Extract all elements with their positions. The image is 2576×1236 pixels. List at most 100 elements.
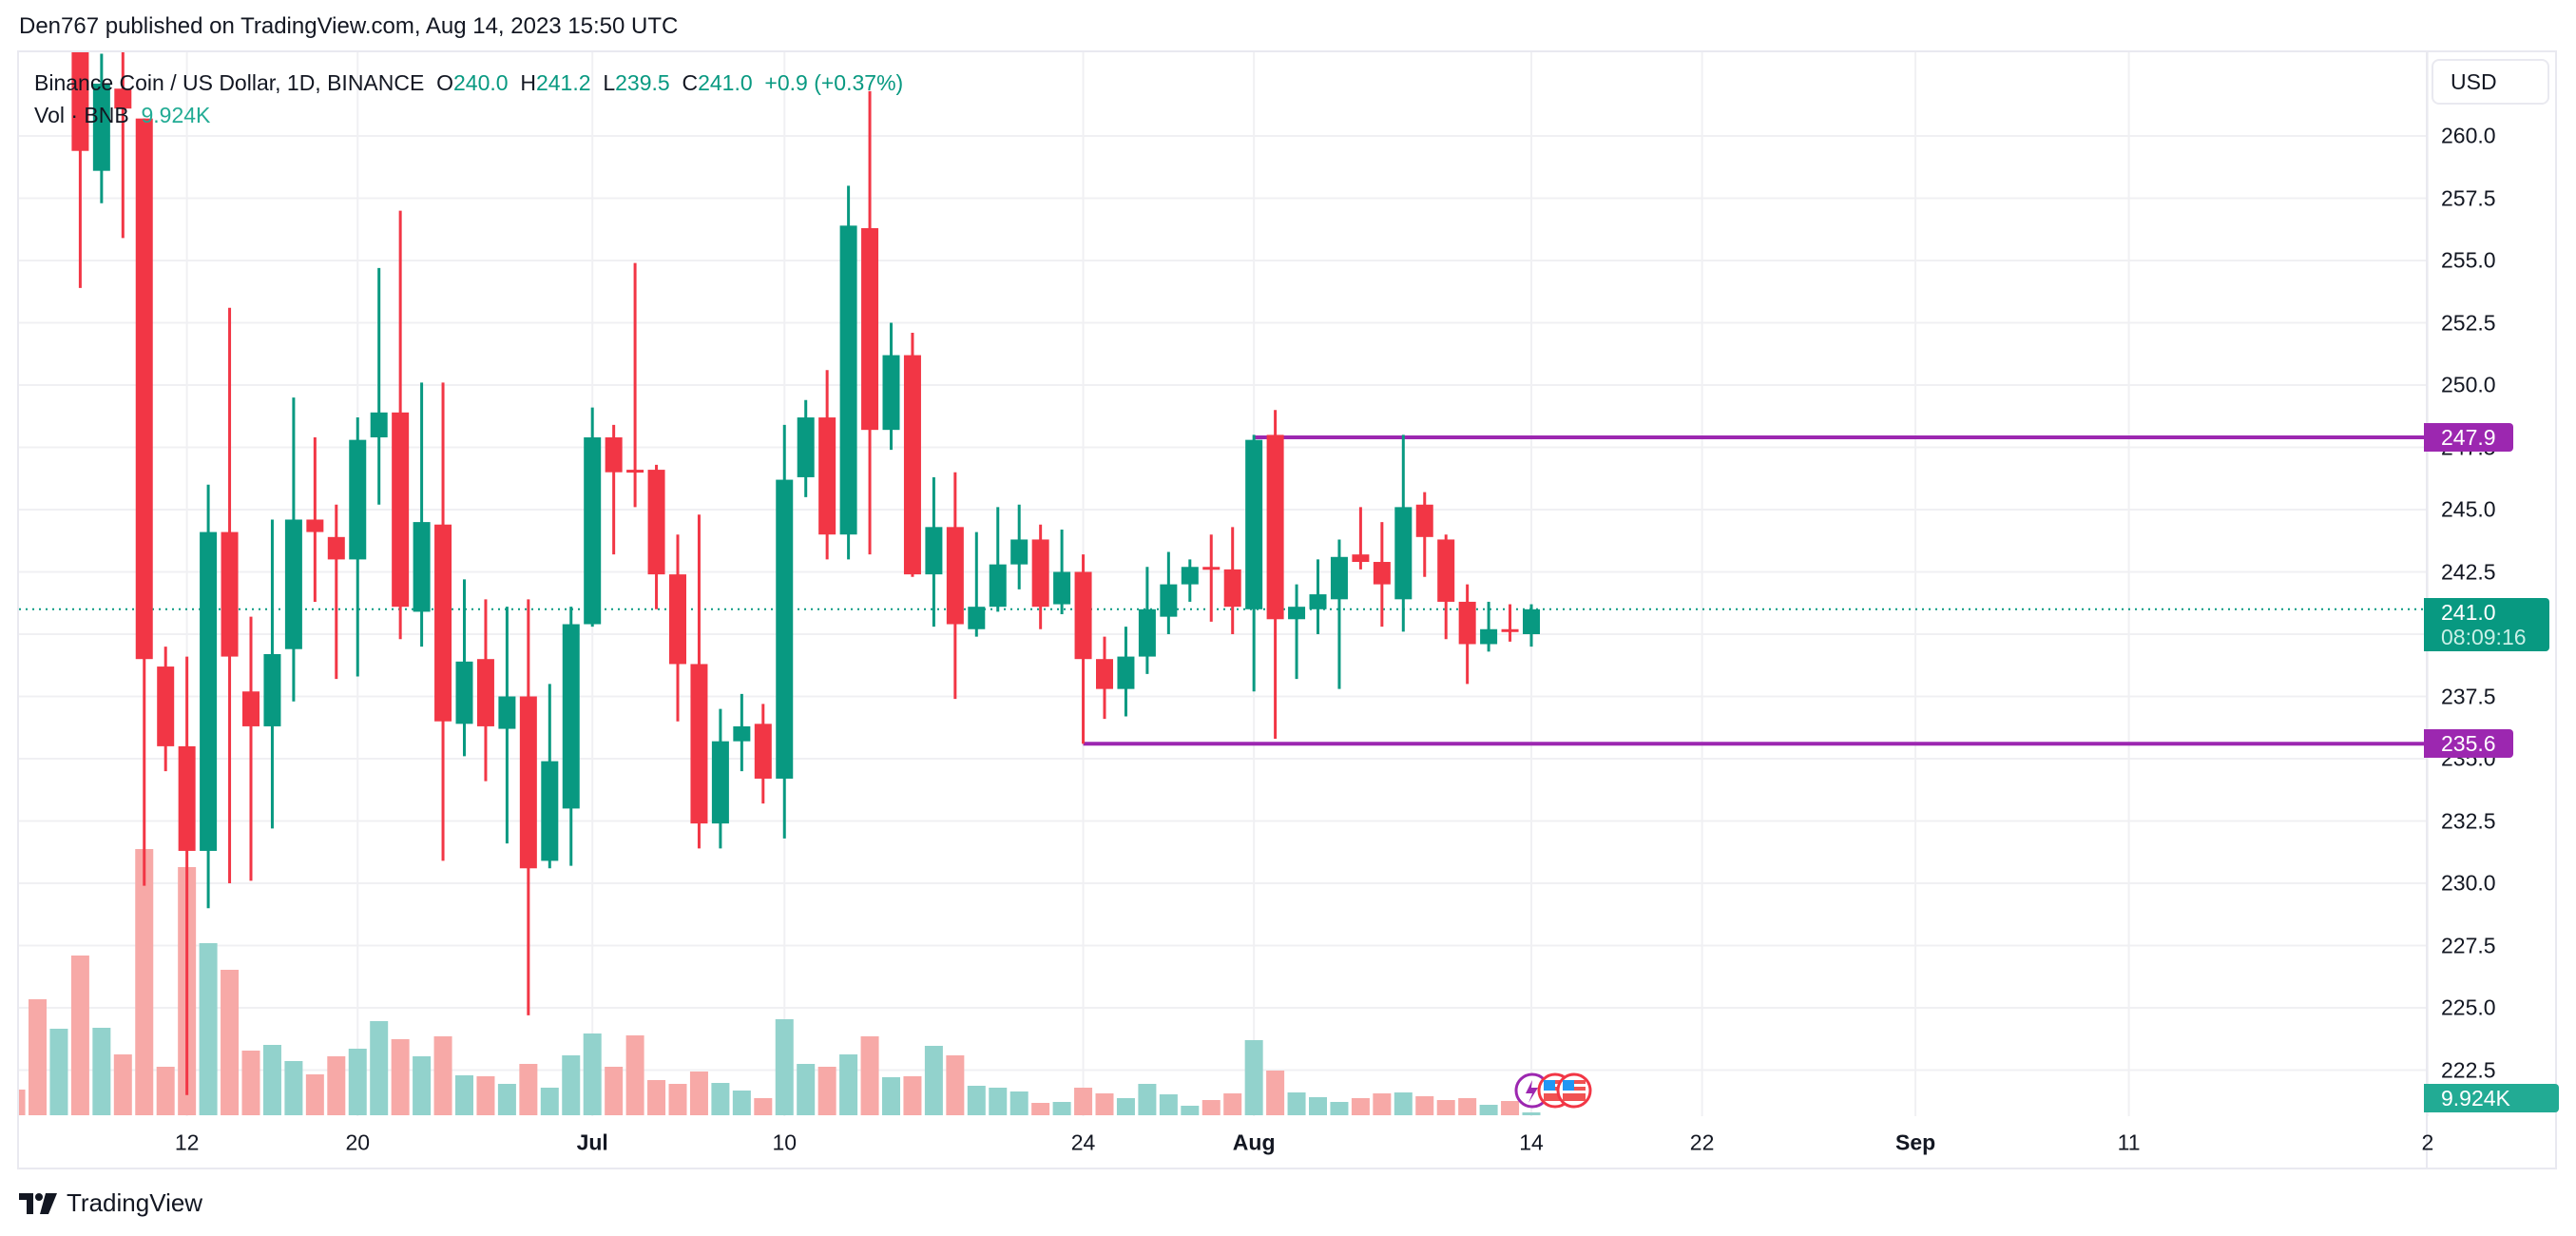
volume-bar: [1159, 1094, 1178, 1115]
volume-bar: [284, 1061, 303, 1115]
change-value: +0.9 (+0.37%): [764, 70, 904, 95]
volume-bar: [1479, 1105, 1498, 1115]
candle: [1437, 534, 1455, 640]
volume-bar: [1031, 1103, 1050, 1115]
time-tick: Sep: [1895, 1130, 1936, 1155]
candle: [114, 52, 132, 239]
candle: [135, 118, 153, 886]
volume-bar: [754, 1098, 773, 1115]
volume-bar: [70, 956, 89, 1115]
volume-bar: [903, 1076, 922, 1115]
candle: [1245, 435, 1263, 692]
candle: [1053, 529, 1071, 615]
grid-lines: [19, 52, 2429, 1168]
candle: [455, 579, 473, 757]
time-tick: Aug: [1232, 1130, 1276, 1155]
volume-bar: [1351, 1098, 1370, 1115]
candle: [776, 424, 794, 839]
tradingview-logo[interactable]: TradingView: [19, 1188, 202, 1218]
volume-bar: [262, 1045, 281, 1115]
volume-bar: [732, 1091, 751, 1115]
open-label: O: [436, 70, 453, 95]
volume-bar: [839, 1054, 858, 1115]
candle: [349, 417, 367, 677]
time-tick: 12: [174, 1130, 200, 1155]
volume-label[interactable]: Vol · BNB: [34, 103, 129, 127]
event-markers[interactable]: [1514, 1072, 1592, 1109]
price-tick: 250.0: [2441, 372, 2496, 397]
candle: [1288, 584, 1306, 680]
volume-value: 9.924K: [141, 103, 211, 127]
volume-bar: [647, 1080, 666, 1115]
low-label: L: [603, 70, 616, 95]
high-value: 241.2: [535, 70, 591, 95]
candle: [178, 656, 196, 1095]
volume-bar: [1052, 1102, 1071, 1115]
volume-bar: [625, 1035, 644, 1115]
volume-bar: [1415, 1096, 1434, 1115]
candle: [861, 90, 879, 555]
candle: [519, 599, 537, 1015]
volume-bar: [1394, 1092, 1413, 1115]
candle: [605, 424, 623, 555]
candle: [1096, 636, 1113, 720]
price-tick: 222.5: [2441, 1057, 2496, 1082]
high-label: H: [520, 70, 536, 95]
volume-bar: [497, 1084, 516, 1115]
candle: [263, 519, 281, 829]
branding-text: TradingView: [67, 1188, 203, 1217]
price-tick: 242.5: [2441, 559, 2496, 584]
horizontal-levels[interactable]: [19, 435, 2427, 746]
volume-bar: [1287, 1092, 1306, 1115]
price-tick: 260.0: [2441, 123, 2496, 148]
candle: [669, 534, 686, 722]
candle: [1415, 492, 1433, 577]
candle: [733, 693, 751, 772]
candle: [413, 382, 431, 647]
candle: [1181, 559, 1199, 602]
volume-bar: [860, 1036, 879, 1115]
support-price-label: 235.6: [2424, 729, 2513, 759]
price-tick: 225.0: [2441, 995, 2496, 1020]
volume-bar: [113, 1054, 132, 1115]
volume-bar: [1309, 1097, 1327, 1115]
volume-bar: [797, 1064, 816, 1115]
candle: [754, 704, 772, 804]
candle: [284, 397, 302, 702]
candle: [71, 52, 89, 288]
symbol-title[interactable]: Binance Coin / US Dollar, 1D, BINANCE: [34, 70, 425, 95]
candle: [647, 464, 665, 609]
volume-bar: [1266, 1071, 1285, 1115]
volume-bar: [49, 1029, 68, 1115]
candle: [562, 607, 580, 866]
candle: [434, 382, 452, 861]
price-tick: 227.5: [2441, 933, 2496, 957]
volume-bars: [19, 849, 1541, 1115]
time-tick: 14: [1519, 1130, 1544, 1155]
volume-bar: [156, 1067, 175, 1115]
volume-bar: [476, 1076, 495, 1115]
candle: [882, 322, 900, 451]
candle: [370, 267, 388, 505]
time-tick: 10: [772, 1130, 798, 1155]
volume-bar: [241, 1051, 260, 1115]
candle: [925, 476, 943, 628]
volume-bar: [1373, 1093, 1392, 1115]
candle: [1223, 527, 1241, 634]
candle: [476, 599, 494, 782]
volume-bar: [1501, 1101, 1520, 1115]
candle: [1117, 627, 1135, 717]
currency-button[interactable]: USD: [2432, 59, 2549, 105]
volume-bar: [1458, 1098, 1477, 1115]
price-tick: 232.5: [2441, 808, 2496, 833]
volume-axis-label: 9.924K: [2424, 1084, 2559, 1112]
us-flag-event-icon-2[interactable]: [1556, 1072, 1592, 1109]
candle: [989, 507, 1007, 612]
close-label: C: [682, 70, 699, 95]
candle: [1480, 601, 1498, 652]
candle: [1458, 584, 1476, 685]
candle: [1138, 567, 1156, 674]
price-tick: 252.5: [2441, 310, 2496, 335]
price-tick: 245.0: [2441, 496, 2496, 522]
